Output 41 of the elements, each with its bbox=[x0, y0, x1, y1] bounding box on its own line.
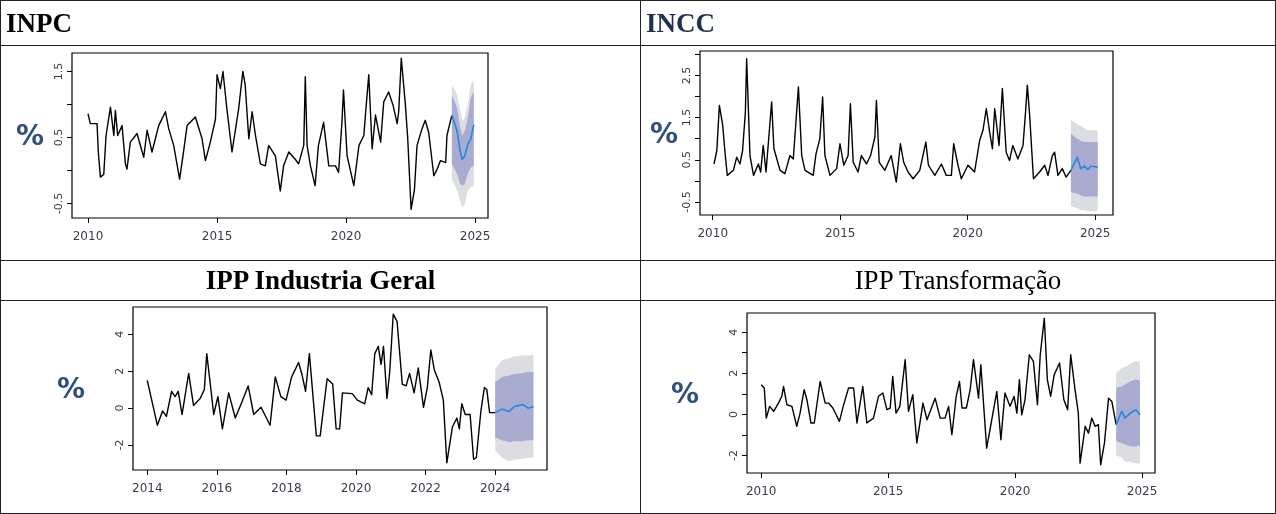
x-tick-label: 2020 bbox=[330, 229, 362, 243]
y-tick-label: 0.5 bbox=[680, 151, 693, 169]
y-tick-label: 0.5 bbox=[52, 128, 65, 147]
x-tick-label: 2010 bbox=[697, 226, 729, 240]
x-tick-label: 2014 bbox=[131, 481, 163, 495]
x-tick-label: 2010 bbox=[72, 229, 104, 243]
x-tick-label: 2020 bbox=[340, 481, 372, 495]
y-tick-label: 2 bbox=[113, 367, 126, 375]
x-tick-label: 2015 bbox=[872, 484, 904, 498]
chart-title: INPC bbox=[6, 7, 72, 38]
chart-title: IPP Industria Geral bbox=[204, 265, 437, 295]
y-tick-label: -0.5 bbox=[680, 191, 693, 213]
y-tick-label: 4 bbox=[113, 330, 126, 338]
x-tick-label: 2020 bbox=[952, 226, 983, 240]
y-tick-label: 2.5 bbox=[680, 66, 693, 85]
y-tick-label: 1.5 bbox=[680, 108, 693, 127]
y-tick-label: 2 bbox=[727, 369, 740, 377]
y-axis-title: % bbox=[15, 119, 44, 152]
y-tick-label: -0.5 bbox=[52, 192, 65, 215]
y-tick-label: 1.5 bbox=[52, 62, 65, 81]
y-axis-title: % bbox=[650, 116, 679, 150]
x-tick-label: 2018 bbox=[271, 481, 302, 495]
x-tick-label: 2020 bbox=[999, 484, 1031, 498]
y-axis-title: % bbox=[56, 372, 85, 405]
x-tick-label: 2025 bbox=[459, 229, 491, 243]
x-tick-label: 2025 bbox=[1079, 226, 1111, 240]
y-tick-label: 0 bbox=[727, 410, 740, 418]
x-tick-label: 2015 bbox=[201, 229, 233, 243]
y-tick-label: -2 bbox=[113, 439, 126, 451]
x-tick-label: 2015 bbox=[824, 226, 856, 240]
x-tick-label: 2022 bbox=[410, 481, 441, 495]
x-tick-label: 2016 bbox=[201, 481, 233, 495]
x-tick-label: 2025 bbox=[1126, 484, 1158, 498]
y-tick-label: 4 bbox=[727, 328, 740, 336]
chart-title: IPP Transformação bbox=[853, 265, 1063, 295]
chart-title: INCC bbox=[646, 7, 716, 38]
x-tick-label: 2010 bbox=[745, 484, 777, 498]
y-axis-title: % bbox=[670, 376, 699, 410]
y-tick-label: 0 bbox=[113, 404, 126, 412]
y-tick-label: -2 bbox=[727, 450, 740, 461]
x-tick-label: 2024 bbox=[479, 481, 511, 495]
